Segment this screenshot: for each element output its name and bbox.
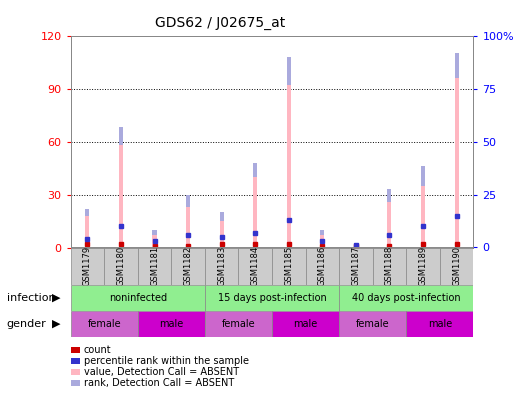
Bar — [287, 57, 291, 85]
Bar — [220, 212, 224, 221]
Bar — [320, 230, 324, 235]
Text: GDS62 / J02675_at: GDS62 / J02675_at — [154, 16, 285, 30]
Bar — [305, 248, 339, 285]
Bar — [421, 166, 425, 186]
Bar — [205, 248, 238, 285]
Bar — [339, 311, 406, 337]
Text: percentile rank within the sample: percentile rank within the sample — [84, 356, 248, 366]
Text: male: male — [293, 319, 317, 329]
Text: male: male — [159, 319, 184, 329]
Bar — [205, 285, 339, 311]
Text: GSM1182: GSM1182 — [184, 246, 192, 286]
Bar — [104, 248, 138, 285]
Text: GSM1185: GSM1185 — [284, 246, 293, 286]
Bar — [454, 53, 459, 78]
Text: GSM1186: GSM1186 — [318, 246, 327, 286]
Bar — [421, 166, 425, 248]
Text: female: female — [356, 319, 390, 329]
Bar — [339, 285, 473, 311]
Text: GSM1183: GSM1183 — [217, 246, 226, 286]
Bar — [372, 248, 406, 285]
Text: GSM1180: GSM1180 — [117, 246, 126, 286]
Bar — [138, 248, 172, 285]
Bar — [153, 230, 156, 235]
Bar — [388, 189, 391, 248]
Bar — [388, 189, 391, 202]
Bar — [287, 57, 291, 247]
Bar — [85, 209, 89, 248]
Text: infection: infection — [7, 293, 55, 303]
Text: male: male — [428, 319, 452, 329]
Bar — [138, 311, 205, 337]
Text: noninfected: noninfected — [109, 293, 167, 303]
Text: gender: gender — [7, 318, 47, 329]
Bar — [186, 194, 190, 248]
Text: GSM1187: GSM1187 — [351, 246, 360, 286]
Bar — [440, 248, 473, 285]
Text: ▶: ▶ — [52, 318, 61, 329]
Text: GSM1188: GSM1188 — [385, 246, 394, 286]
Bar — [172, 248, 205, 285]
Text: 15 days post-infection: 15 days post-infection — [218, 293, 326, 303]
Bar — [272, 248, 305, 285]
Text: 40 days post-infection: 40 days post-infection — [352, 293, 461, 303]
Bar — [354, 244, 358, 246]
Text: female: female — [87, 319, 121, 329]
Bar — [71, 311, 138, 337]
Bar — [153, 230, 156, 248]
Text: GSM1179: GSM1179 — [83, 246, 92, 286]
Text: GSM1184: GSM1184 — [251, 246, 260, 286]
Bar — [320, 230, 324, 248]
Bar — [186, 194, 190, 207]
Bar — [71, 285, 205, 311]
Text: GSM1189: GSM1189 — [418, 246, 427, 286]
Text: value, Detection Call = ABSENT: value, Detection Call = ABSENT — [84, 367, 239, 377]
Text: GSM1181: GSM1181 — [150, 246, 159, 286]
Bar — [272, 311, 339, 337]
Bar — [454, 53, 459, 248]
Bar — [220, 212, 224, 248]
Bar — [119, 128, 123, 248]
Bar — [205, 311, 272, 337]
Text: GSM1190: GSM1190 — [452, 246, 461, 286]
Bar — [406, 311, 473, 337]
Bar — [119, 128, 123, 145]
Text: rank, Detection Call = ABSENT: rank, Detection Call = ABSENT — [84, 378, 234, 388]
Text: ▶: ▶ — [52, 293, 61, 303]
Bar — [85, 209, 89, 216]
Text: count: count — [84, 345, 111, 355]
Bar — [71, 248, 104, 285]
Bar — [406, 248, 440, 285]
Text: female: female — [222, 319, 255, 329]
Bar — [339, 248, 372, 285]
Bar — [354, 244, 358, 248]
Bar — [238, 248, 272, 285]
Bar — [253, 163, 257, 248]
Bar — [253, 163, 257, 177]
